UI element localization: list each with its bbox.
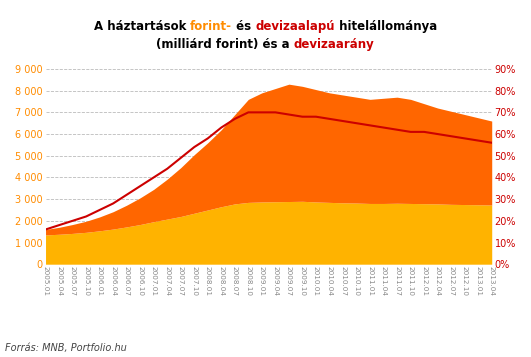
- Text: hitelállománya: hitelállománya: [335, 20, 437, 33]
- Text: devizaarány: devizaarány: [294, 38, 375, 51]
- Text: A háztartások: A háztartások: [94, 20, 190, 33]
- Text: és: és: [232, 20, 255, 33]
- Text: devizaalapú: devizaalapú: [255, 20, 335, 33]
- Text: forint-: forint-: [190, 20, 232, 33]
- Text: Forrás: MNB, Portfolio.hu: Forrás: MNB, Portfolio.hu: [5, 343, 127, 353]
- Text: (milliárd forint) és a: (milliárd forint) és a: [156, 38, 294, 51]
